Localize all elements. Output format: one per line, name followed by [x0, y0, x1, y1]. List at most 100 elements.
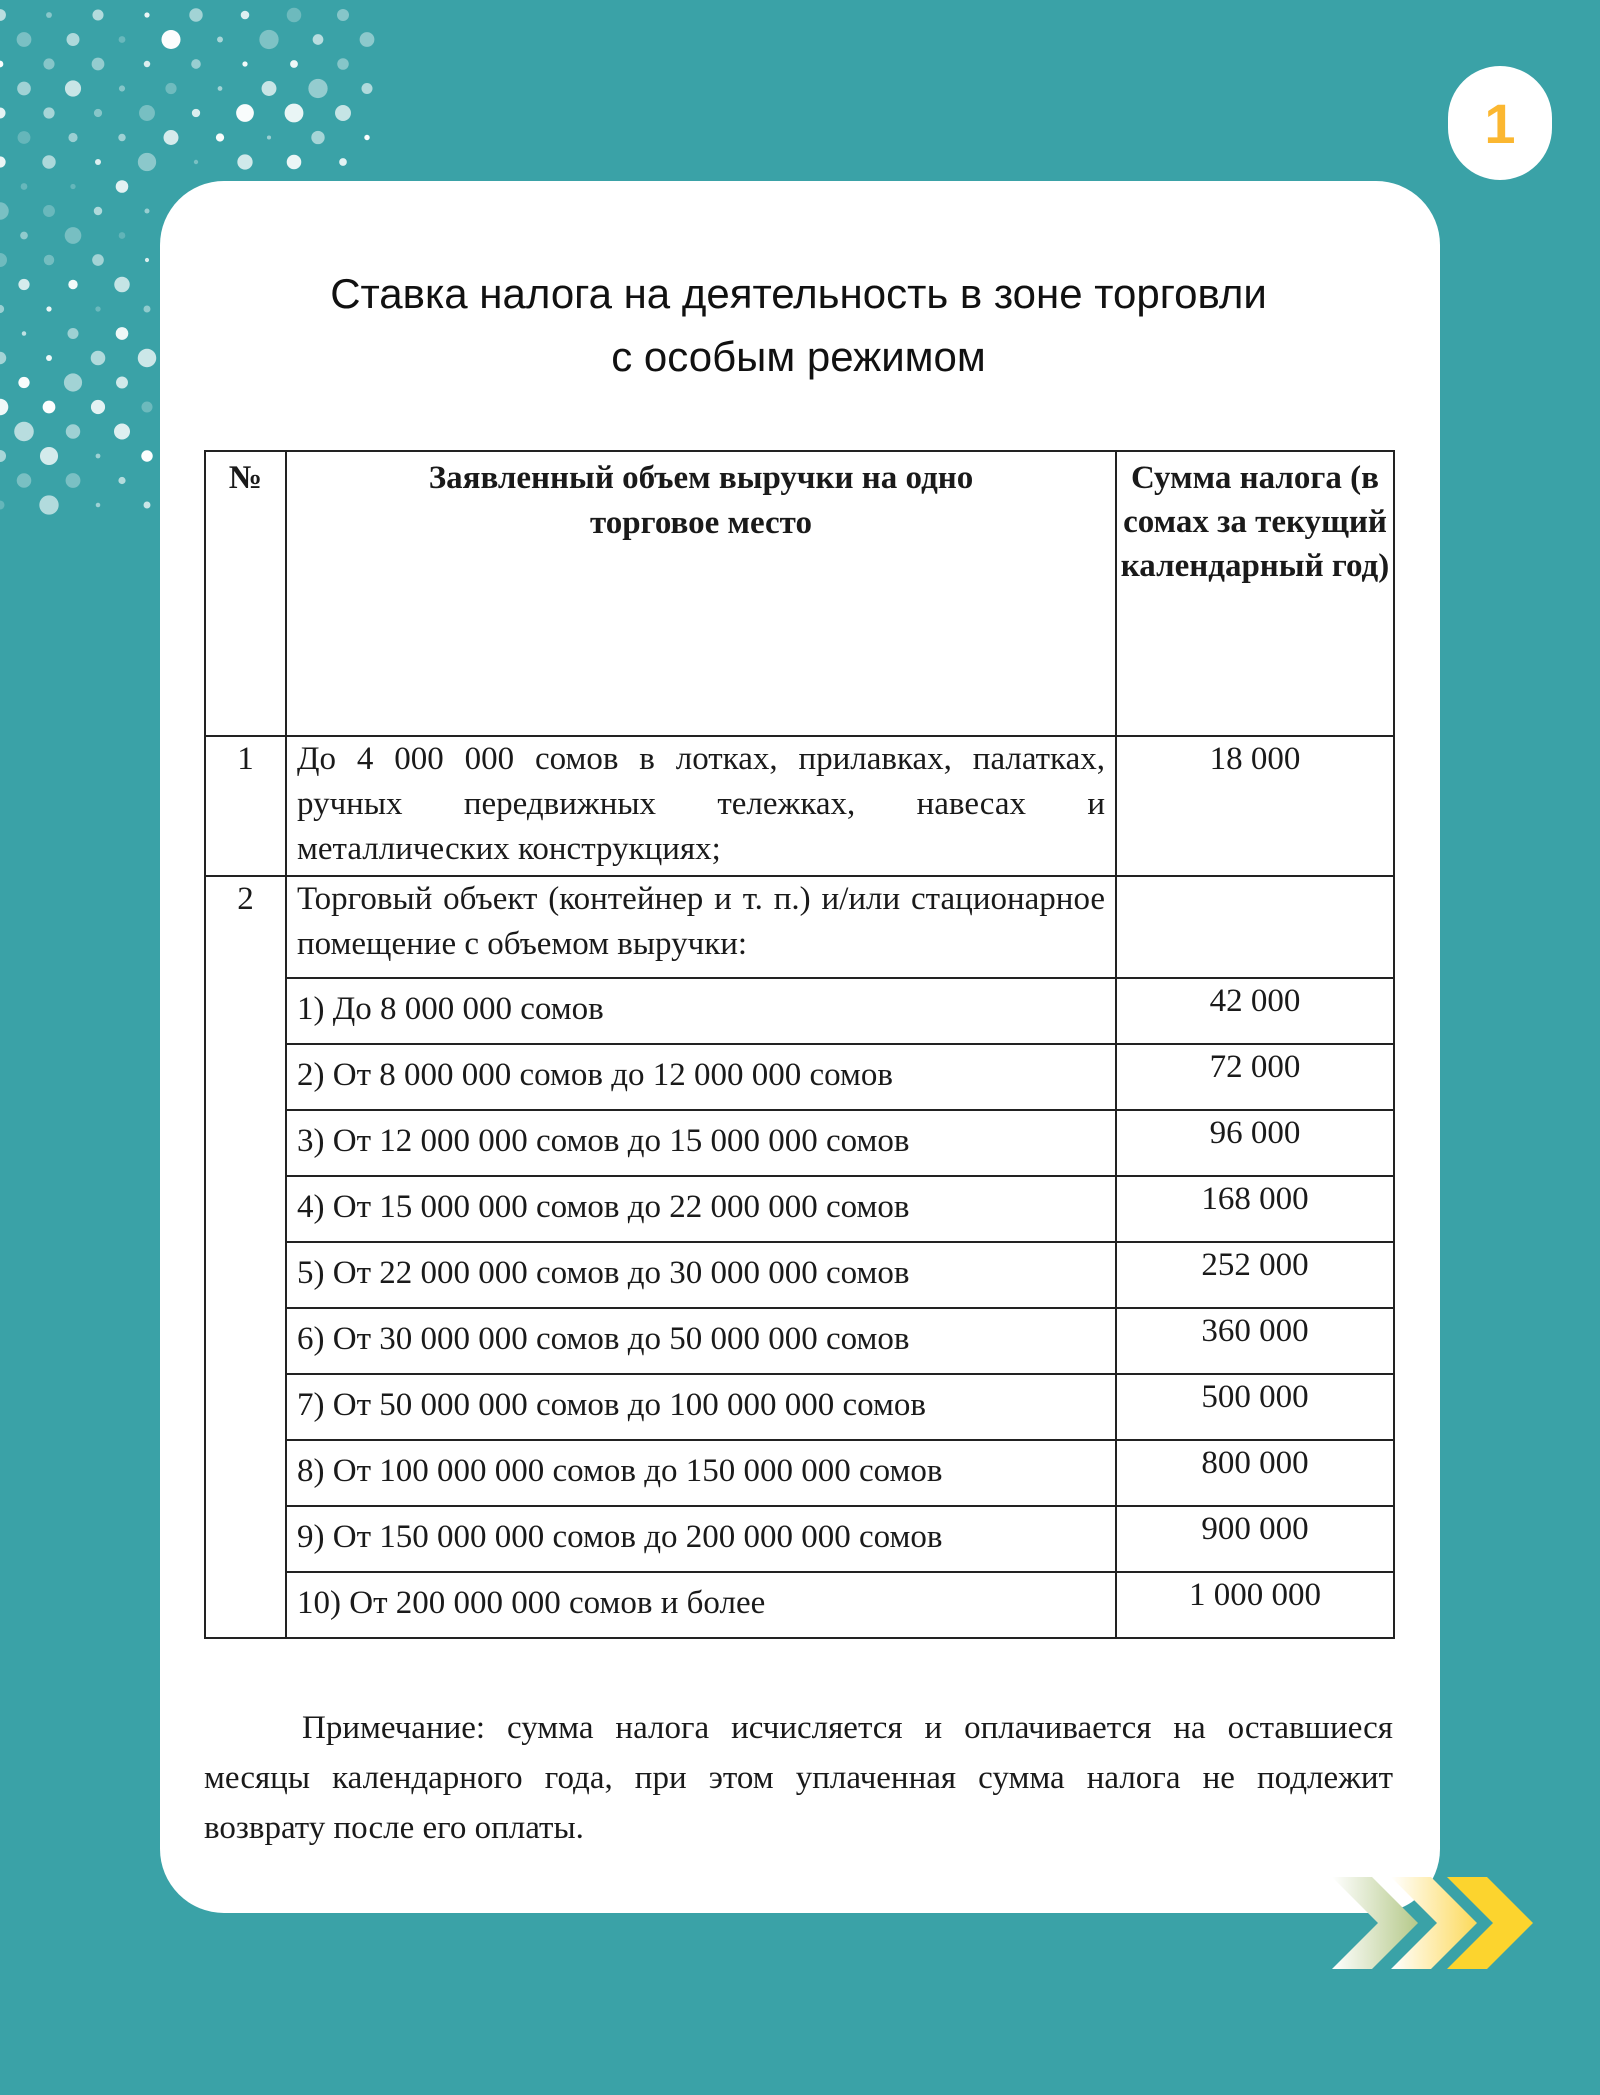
table-subrow: 2) От 8 000 000 сомов до 12 000 000 сомо… [205, 1043, 1395, 1111]
decor-dot [284, 103, 304, 123]
triple-chevron-right-icon [1332, 1877, 1533, 1969]
subrow-description: 4) От 15 000 000 сомов до 22 000 000 сом… [285, 1175, 1117, 1243]
subrow-description: 6) От 30 000 000 сомов до 50 000 000 сом… [285, 1307, 1117, 1375]
decor-dot [0, 253, 7, 267]
decor-dot [0, 9, 6, 21]
decor-dot [261, 81, 277, 96]
decor-dot [46, 12, 52, 18]
decor-dot [95, 453, 101, 459]
decor-dot [337, 58, 349, 70]
decor-dot [46, 306, 52, 312]
decor-dot [16, 32, 32, 47]
table-subrow: 10) От 200 000 000 сомов и более 1 000 00… [205, 1571, 1395, 1639]
decor-dot [118, 85, 126, 92]
subrow-description: 2) От 8 000 000 сомов до 12 000 000 сомо… [285, 1043, 1117, 1111]
page-title: Ставка налога на деятельность в зоне тор… [204, 262, 1393, 388]
decor-dot [259, 29, 279, 50]
decor-dot [17, 81, 31, 96]
decor-dot [143, 305, 151, 313]
page-number: 1 [1484, 91, 1516, 155]
decor-dot [18, 376, 30, 389]
decor-dot [0, 107, 6, 119]
decor-dot [236, 104, 254, 122]
decor-dot [217, 86, 223, 91]
decor-dot [144, 12, 150, 18]
decor-dot [137, 348, 157, 368]
subrow-tax-sum: 360 000 [1115, 1307, 1395, 1375]
dot-pattern-decoration [0, 7, 375, 515]
table-subrow: 5) От 22 000 000 сомов до 30 000 000 сом… [205, 1241, 1395, 1309]
decor-dot [0, 398, 9, 416]
page-number-badge: 1 [1448, 66, 1552, 180]
decor-dot [65, 473, 81, 488]
table-subrow: 4) От 15 000 000 сомов до 22 000 000 сом… [205, 1175, 1395, 1243]
decor-dot [240, 10, 250, 20]
decor-dot [21, 331, 27, 336]
note-text: Примечание: сумма налога исчисляется и о… [204, 1710, 1393, 1846]
decor-dot [42, 400, 56, 414]
decor-dot [361, 82, 373, 95]
decor-dot [217, 36, 223, 43]
decor-dot [0, 500, 5, 510]
decor-dot [16, 473, 32, 488]
decor-dot [92, 254, 104, 266]
header-number: № [204, 450, 287, 737]
table-subrow: 1) До 8 000 000 сомов 42 000 [205, 977, 1395, 1045]
decor-dot [94, 158, 102, 166]
decor-dot [311, 130, 325, 145]
decor-dot [163, 130, 179, 145]
table-subrow: 6) От 30 000 000 сомов до 50 000 000 сом… [205, 1307, 1395, 1375]
decor-dot [189, 8, 203, 22]
decor-dot [116, 376, 128, 389]
subrow-tax-sum: 168 000 [1115, 1175, 1395, 1243]
decor-dot [68, 279, 78, 290]
decor-dot [63, 373, 83, 392]
decor-dot [17, 131, 31, 144]
decor-dot [115, 327, 129, 340]
subrow-description: 9) От 150 000 000 сомов до 200 000 000 с… [285, 1505, 1117, 1573]
header-revenue: Заявленный объем выручки на одно торгово… [285, 450, 1117, 737]
decor-dot [141, 401, 153, 413]
row-tax-sum: 18 000 [1115, 735, 1395, 877]
decor-dot [0, 156, 6, 168]
decor-dot [46, 355, 52, 361]
decor-dot [335, 105, 351, 121]
decor-dot [90, 399, 106, 415]
decor-dot [93, 108, 103, 118]
decor-dot [113, 423, 131, 440]
decor-dot [364, 134, 370, 141]
decor-dot [137, 152, 157, 172]
subrow-tax-sum: 252 000 [1115, 1241, 1395, 1309]
content-card: Ставка налога на деятельность в зоне тор… [160, 181, 1440, 1913]
decor-dot [286, 7, 302, 23]
subrow-description: 3) От 12 000 000 сомов до 15 000 000 сом… [285, 1109, 1117, 1177]
decor-dot [95, 306, 101, 312]
decor-dot [139, 105, 155, 121]
decor-dot [18, 278, 30, 291]
table-row: 2 Торговый объект (контейнер и т. п.) и/… [204, 875, 1395, 1639]
decor-dot [312, 34, 324, 45]
decor-dot [141, 450, 153, 462]
decor-dot [92, 9, 104, 21]
subrow-description: 1) До 8 000 000 сомов [285, 977, 1117, 1045]
decor-dot [290, 60, 298, 68]
decor-dot [0, 351, 7, 365]
decor-dot [42, 155, 56, 169]
decor-dot [144, 257, 150, 263]
decor-dot [14, 421, 34, 442]
decor-dot [64, 80, 82, 97]
subrow-tax-sum: 1 000 000 [1115, 1571, 1395, 1639]
table-subrow: 3) От 12 000 000 сомов до 15 000 000 сом… [205, 1109, 1395, 1177]
decor-dot [242, 61, 248, 67]
decor-dot [143, 60, 151, 68]
decor-dot [143, 501, 151, 509]
subrow-tax-sum: 500 000 [1115, 1373, 1395, 1441]
decor-dot [0, 304, 5, 314]
decor-dot [308, 78, 328, 99]
chevron-3 [1447, 1877, 1533, 1969]
decor-dot [68, 132, 78, 143]
decor-dot [43, 254, 55, 266]
decor-dot [118, 232, 126, 239]
subrow-description: 5) От 22 000 000 сомов до 30 000 000 сом… [285, 1241, 1117, 1309]
decor-dot [115, 180, 129, 193]
